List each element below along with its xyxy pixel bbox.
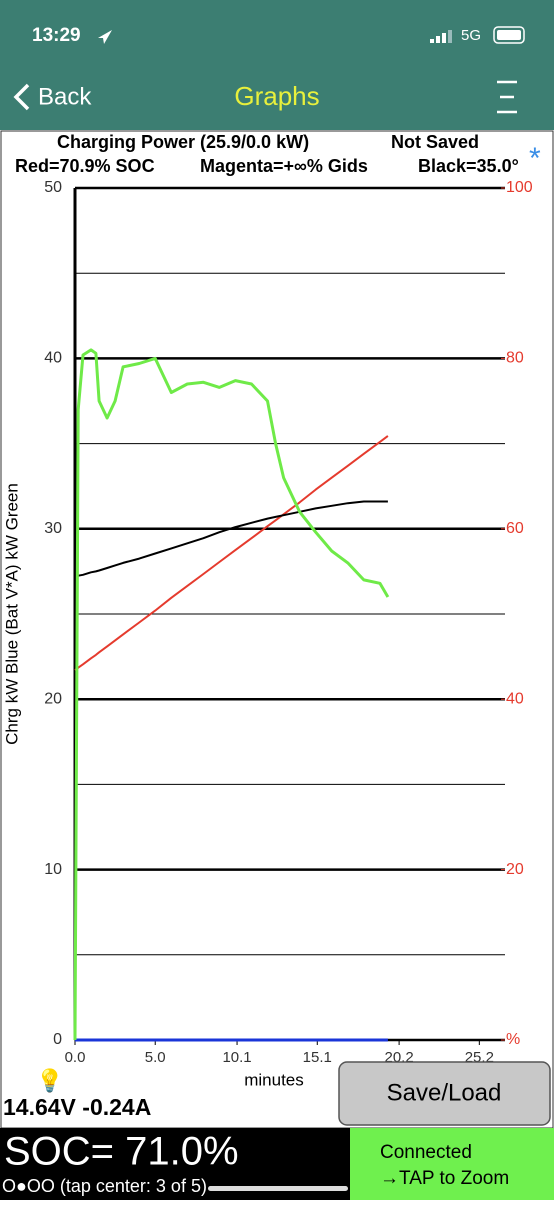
clock: 13:29 bbox=[32, 25, 81, 46]
y-tick-label: 50 bbox=[44, 179, 62, 196]
series-line bbox=[74, 435, 389, 671]
y-tick-label: 10 bbox=[44, 861, 62, 878]
y2-tick-label: 40 bbox=[506, 690, 524, 707]
x-tick-label: 0.0 bbox=[65, 1049, 86, 1066]
chart-panel bbox=[0, 130, 554, 1129]
x-axis-label: minutes bbox=[244, 1070, 304, 1089]
connection-status: Connected bbox=[380, 1142, 472, 1163]
y2-tick-label: 20 bbox=[506, 861, 524, 878]
back-button[interactable]: Back bbox=[38, 83, 92, 110]
connection-panel[interactable] bbox=[350, 1128, 554, 1200]
home-indicator bbox=[208, 1186, 348, 1191]
back-arrow[interactable] bbox=[13, 83, 30, 111]
x-tick-label: 5.0 bbox=[145, 1049, 166, 1066]
save-load-button[interactable] bbox=[338, 1061, 551, 1126]
network: 5G bbox=[461, 27, 481, 44]
save-load-label[interactable]: Save/Load bbox=[387, 1079, 502, 1106]
screen-title: Graphs bbox=[234, 81, 319, 111]
header-bg bbox=[0, 0, 554, 130]
y-tick-label: 20 bbox=[44, 690, 62, 707]
y2-tick-label: 80 bbox=[506, 350, 524, 367]
menu-icon[interactable] bbox=[497, 80, 517, 114]
y2-tick-label: 100 bbox=[506, 179, 533, 196]
y-tick-label: 40 bbox=[44, 350, 62, 367]
y-axis-label: Chrg kW Blue (Bat V*A) kW Green bbox=[2, 483, 21, 745]
signal-icon bbox=[430, 30, 452, 43]
y-tick-label: 30 bbox=[44, 520, 62, 537]
series-line bbox=[73, 348, 390, 1041]
connection-action[interactable]: →TAP to Zoom bbox=[380, 1168, 509, 1189]
y-tick-label: 0 bbox=[53, 1031, 62, 1048]
saved-marker: * bbox=[529, 142, 541, 175]
y2-tick-label: 60 bbox=[506, 520, 524, 537]
x-tick-label: 10.1 bbox=[222, 1049, 251, 1066]
chart: Charging Power (25.9/0.0 kW) Not Saved Red… bbox=[2, 132, 541, 1090]
annotation: Black=35.0° bbox=[418, 156, 519, 176]
readout: 14.64V -0.24A bbox=[3, 1094, 151, 1120]
bulb-icon: 💡 bbox=[36, 1068, 63, 1093]
series-line bbox=[74, 500, 388, 578]
soc: SOC= 71.0% bbox=[4, 1130, 239, 1174]
battery-level bbox=[497, 30, 521, 40]
location-icon bbox=[98, 30, 112, 44]
chart-title: Charging Power (25.9/0.0 kW) bbox=[57, 132, 309, 152]
x-tick-label: 15.1 bbox=[303, 1049, 332, 1066]
y2-tick-label: % bbox=[506, 1031, 520, 1048]
annotation: Magenta=+∞% Gids bbox=[200, 156, 368, 176]
pager: O●OO (tap center: 3 of 5) bbox=[2, 1176, 207, 1196]
annotation: Not Saved bbox=[391, 132, 479, 152]
annotation: Red=70.9% SOC bbox=[15, 156, 155, 176]
battery-icon bbox=[493, 26, 525, 44]
